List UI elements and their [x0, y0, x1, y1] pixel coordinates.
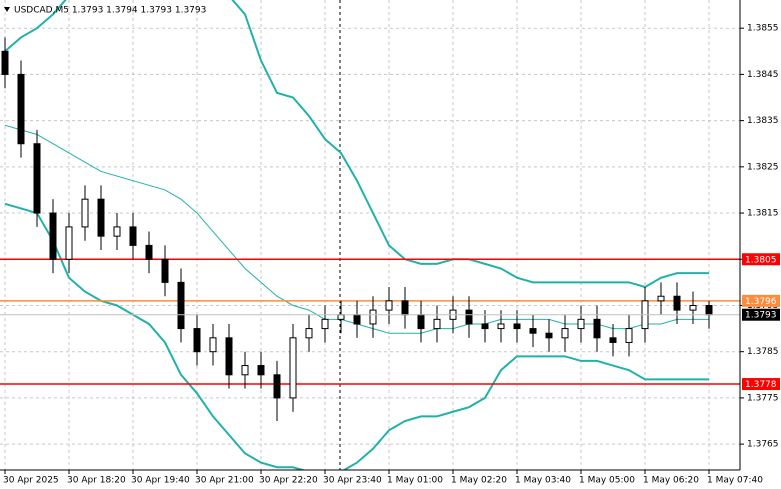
y-tick-label: 1.3835	[747, 116, 779, 126]
candle-body	[561, 328, 569, 339]
chart-title: USDCAD,M5 1.3793 1.3794 1.3793 1.3793	[14, 6, 206, 16]
y-tick-label: 1.3765	[747, 440, 779, 450]
x-tick-label: 30 Apr 19:40	[131, 476, 190, 486]
candle-body	[545, 332, 553, 339]
candle-body	[465, 309, 473, 325]
candle-body	[65, 226, 73, 260]
x-tick-label: 30 Apr 21:00	[195, 476, 254, 486]
bollinger-band	[4, 0, 709, 289]
candle-body	[273, 374, 281, 399]
x-tick-label: 30 Apr 18:20	[67, 476, 126, 486]
x-tick-label: 30 Apr 23:40	[323, 476, 382, 486]
y-tick-label: 1.3775	[747, 393, 779, 403]
axis-labels: 1.3855 1.3845 1.3835 1.3825 1.3815 1.3805 1.37…	[3, 24, 780, 486]
y-tick-label: 1.3855	[747, 24, 779, 34]
y-tick-label: 1.3825	[747, 162, 779, 172]
candle-body	[145, 244, 153, 260]
candle-body	[305, 328, 313, 339]
candle-body	[593, 318, 601, 339]
candle-body	[129, 226, 137, 246]
y-tick-label: 1.3815	[747, 209, 779, 219]
x-tick-label: 1 May 06:20	[643, 476, 699, 486]
x-tick-label: 1 May 05:00	[579, 476, 635, 486]
candle-body	[225, 337, 233, 376]
price-label: 1.3805	[745, 255, 777, 265]
candle-body	[337, 314, 345, 320]
price-label: 1.3778	[745, 380, 777, 390]
candle-body	[81, 198, 89, 228]
x-tick-label: 30 Apr 2025	[3, 476, 59, 486]
candle-body	[289, 337, 297, 399]
candle-body	[17, 73, 25, 145]
candle-body	[177, 281, 185, 330]
candle-body	[241, 365, 249, 376]
candle-body	[193, 328, 201, 353]
candle-body	[657, 295, 665, 302]
candle-body	[1, 50, 9, 75]
candle-body	[705, 304, 713, 316]
candle-body	[625, 328, 633, 343]
candle-body	[353, 314, 361, 325]
candle-body	[385, 300, 393, 311]
candle-body	[481, 323, 489, 330]
candle-body	[673, 295, 681, 311]
candle-body	[321, 318, 329, 330]
candle-body	[529, 328, 537, 334]
candle-body	[33, 143, 41, 214]
y-tick-label: 1.3845	[747, 70, 779, 80]
candle-body	[577, 318, 585, 330]
candle-body	[433, 318, 441, 330]
price-label-box	[742, 308, 780, 321]
x-tick-label: 1 May 03:40	[515, 476, 571, 486]
candle-body	[401, 300, 409, 316]
candle-body	[257, 365, 265, 376]
candle-body	[113, 226, 121, 237]
bollinger-band	[4, 202, 709, 470]
candle-body	[161, 258, 169, 283]
candle-body	[369, 309, 377, 325]
price-label-box	[742, 253, 780, 266]
menu-triangle	[4, 7, 10, 12]
candle-body	[49, 212, 57, 260]
candle-body	[497, 323, 505, 330]
price-label-box	[742, 294, 780, 307]
candle-body	[689, 304, 697, 311]
x-tick-label: 1 May 07:40	[707, 476, 763, 486]
price-label: 1.3796	[745, 297, 777, 307]
x-tick-label: 1 May 02:20	[451, 476, 507, 486]
candle-body	[417, 314, 425, 330]
candle-body	[209, 337, 217, 353]
y-tick-label: 1.3785	[747, 347, 779, 357]
plot-area	[0, 0, 740, 470]
candle-body	[97, 198, 105, 237]
price-label-box	[742, 378, 780, 391]
x-tick-label: 30 Apr 22:20	[259, 476, 318, 486]
x-tick-label: 1 May 01:00	[387, 476, 443, 486]
candle-body	[513, 323, 521, 330]
price-label: 1.3793	[745, 311, 777, 321]
candle-body	[609, 337, 617, 343]
